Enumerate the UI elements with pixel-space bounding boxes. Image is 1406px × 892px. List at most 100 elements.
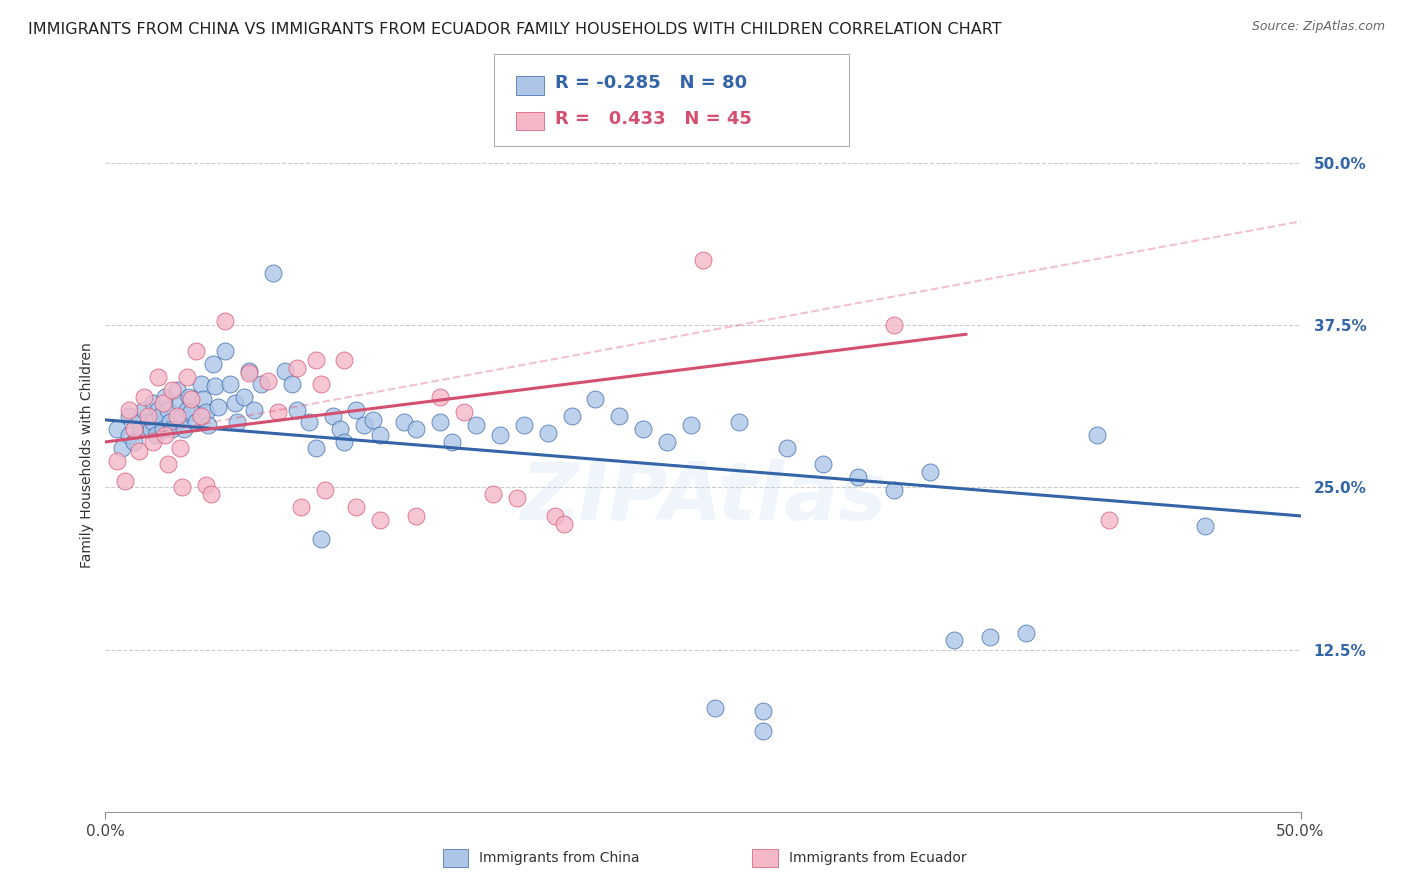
Point [392, 416, 416, 430]
Point [176, 402, 198, 417]
Point [481, 487, 503, 501]
Point [353, 418, 375, 433]
Point [633, 422, 655, 436]
Point [285, 361, 308, 376]
Point [233, 390, 256, 404]
Point [146, 402, 169, 417]
Point [266, 405, 288, 419]
Point [979, 630, 1001, 644]
Y-axis label: Family Households with Children: Family Households with Children [80, 342, 94, 568]
Point [169, 442, 191, 456]
Point [281, 376, 304, 391]
Point [309, 533, 332, 547]
Point [704, 701, 727, 715]
Point [122, 434, 145, 449]
Point [560, 409, 583, 423]
Point [107, 422, 129, 436]
Point [170, 409, 193, 423]
Point [190, 409, 212, 423]
Point [176, 370, 198, 384]
Point [162, 383, 184, 397]
Point [224, 396, 246, 410]
Point [173, 422, 195, 436]
Point [193, 392, 215, 406]
Point [544, 508, 567, 523]
Point [202, 357, 225, 371]
Point [305, 353, 328, 368]
Point [186, 416, 208, 430]
Point [1098, 513, 1121, 527]
Point [153, 390, 177, 404]
Text: Source: ZipAtlas.com: Source: ZipAtlas.com [1251, 20, 1385, 33]
Point [138, 409, 160, 423]
Point [920, 465, 942, 479]
Text: Immigrants from Ecuador: Immigrants from Ecuador [789, 851, 966, 865]
Point [883, 483, 905, 497]
Point [751, 704, 773, 718]
Point [204, 379, 226, 393]
Point [128, 416, 150, 430]
Point [405, 508, 427, 523]
Point [346, 500, 368, 514]
Point [1014, 625, 1036, 640]
Point [942, 633, 965, 648]
Point [122, 422, 145, 436]
Point [139, 422, 162, 436]
Point [273, 363, 295, 377]
Point [238, 363, 260, 377]
Point [162, 422, 184, 436]
Text: ZIPAtlas: ZIPAtlas [520, 458, 886, 537]
Point [607, 409, 630, 423]
Text: R =   0.433   N = 45: R = 0.433 N = 45 [555, 110, 752, 128]
Point [156, 402, 179, 417]
Point [333, 353, 356, 368]
Point [728, 416, 751, 430]
Text: R = -0.285   N = 80: R = -0.285 N = 80 [555, 74, 748, 92]
Point [368, 513, 391, 527]
Point [290, 500, 312, 514]
Point [152, 396, 174, 410]
Text: IMMIGRANTS FROM CHINA VS IMMIGRANTS FROM ECUADOR FAMILY HOUSEHOLDS WITH CHILDREN: IMMIGRANTS FROM CHINA VS IMMIGRANTS FROM… [28, 22, 1001, 37]
Point [489, 428, 512, 442]
Point [314, 483, 336, 497]
Point [883, 318, 905, 333]
Point [333, 434, 356, 449]
Point [655, 434, 678, 449]
Point [114, 474, 136, 488]
Point [132, 390, 155, 404]
Point [429, 390, 451, 404]
Point [118, 409, 141, 423]
Point [692, 253, 714, 268]
Point [197, 418, 219, 433]
Point [214, 314, 236, 328]
Point [118, 402, 141, 417]
Text: Immigrants from China: Immigrants from China [479, 851, 640, 865]
Point [214, 344, 236, 359]
Point [346, 402, 368, 417]
Point [166, 409, 188, 423]
Point [513, 418, 536, 433]
Point [200, 487, 222, 501]
Point [309, 376, 332, 391]
Point [242, 402, 264, 417]
Point [811, 457, 834, 471]
Point [142, 396, 165, 410]
Point [250, 376, 273, 391]
Point [751, 724, 773, 739]
Point [440, 434, 463, 449]
Point [152, 422, 174, 436]
Point [285, 402, 308, 417]
Point [238, 366, 260, 380]
Point [166, 383, 188, 397]
Point [142, 416, 165, 430]
Point [146, 370, 169, 384]
Point [329, 422, 352, 436]
Point [776, 442, 799, 456]
Point [169, 396, 191, 410]
Point [553, 516, 575, 531]
Point [156, 457, 179, 471]
Point [194, 477, 217, 491]
Point [180, 392, 202, 406]
Point [536, 425, 558, 440]
Point [145, 428, 167, 442]
